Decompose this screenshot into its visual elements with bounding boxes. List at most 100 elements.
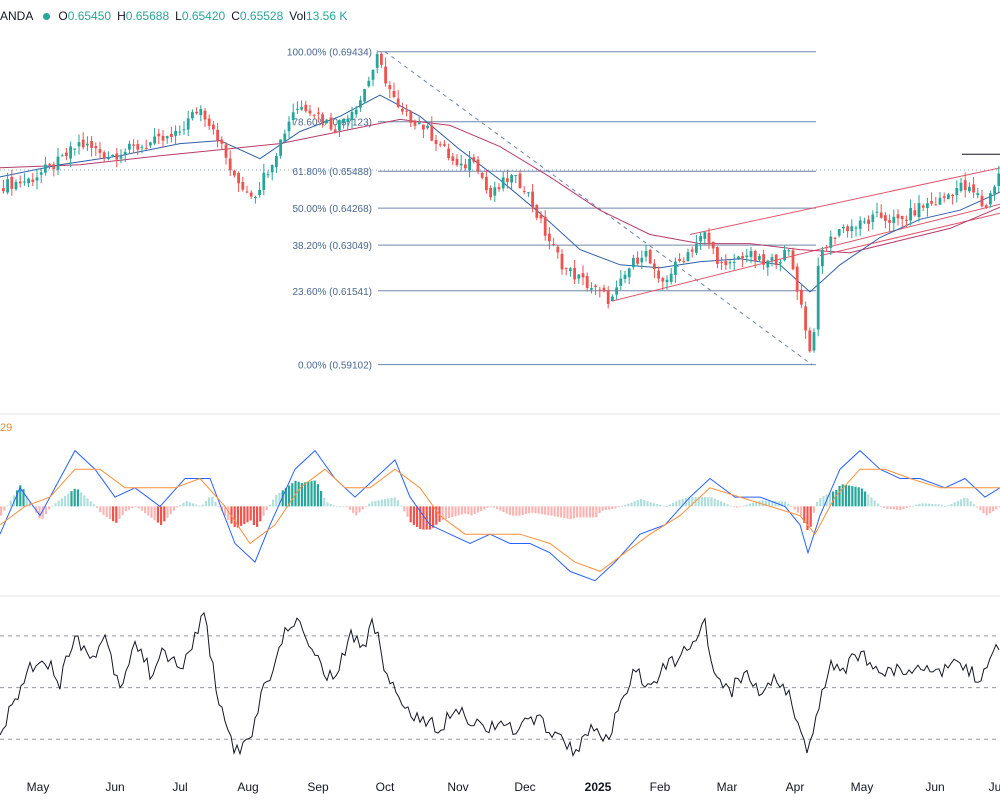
macd-histogram-bar bbox=[928, 503, 931, 507]
candle-body bbox=[2, 188, 5, 192]
candle-body bbox=[296, 108, 299, 110]
candle-body bbox=[854, 227, 858, 229]
candle-body bbox=[392, 90, 396, 98]
macd-histogram-bar bbox=[979, 506, 982, 511]
candle-body bbox=[94, 146, 98, 149]
candle-body bbox=[493, 187, 497, 196]
moving-average-fast bbox=[0, 94, 1000, 293]
x-axis-tick-label: 2025 bbox=[585, 780, 612, 794]
candle-body bbox=[724, 260, 728, 266]
macd-histogram-bar bbox=[467, 506, 470, 515]
macd-histogram-bar bbox=[390, 497, 393, 507]
candle-body bbox=[968, 186, 971, 192]
macd-histogram-bar bbox=[214, 501, 217, 507]
ohlc-value: 0.65450 bbox=[67, 9, 112, 23]
candle-body bbox=[287, 121, 291, 132]
macd-histogram-bar bbox=[726, 504, 729, 507]
macd-histogram-bar bbox=[819, 498, 822, 507]
macd-histogram-bar bbox=[873, 500, 876, 507]
macd-histogram-bar bbox=[732, 506, 735, 508]
macd-histogram-bar bbox=[169, 506, 172, 515]
candle-body bbox=[48, 163, 51, 165]
x-axis-tick-label: Sep bbox=[307, 780, 329, 794]
macd-histogram-bar bbox=[678, 499, 681, 507]
candle-body bbox=[69, 146, 72, 159]
macd-histogram-bar bbox=[339, 506, 342, 508]
candle-body bbox=[707, 232, 711, 243]
macd-histogram-bar bbox=[604, 506, 607, 511]
ohlc-value: 0.65420 bbox=[181, 9, 226, 23]
candle-body bbox=[140, 146, 144, 148]
candle-body bbox=[300, 107, 303, 110]
candle-body bbox=[619, 278, 623, 286]
macd-histogram-bar bbox=[76, 489, 79, 507]
macd-histogram-bar bbox=[377, 500, 380, 507]
candle-body bbox=[644, 250, 648, 257]
x-axis-tick-label: Jul bbox=[172, 780, 187, 794]
macd-histogram-bar bbox=[848, 485, 851, 507]
macd-histogram-bar bbox=[240, 506, 243, 526]
macd-histogram-bar bbox=[448, 506, 451, 519]
candle-body bbox=[602, 287, 606, 292]
macd-histogram-bar bbox=[617, 506, 620, 508]
macd-histogram-bar bbox=[57, 500, 60, 507]
macd-histogram-bar bbox=[739, 506, 742, 508]
macd-histogram-bar bbox=[387, 498, 390, 507]
ohlc-value: 0.65688 bbox=[125, 9, 170, 23]
candles bbox=[2, 50, 1000, 353]
candle-body bbox=[426, 125, 429, 129]
macd-histogram-bar bbox=[454, 506, 457, 517]
macd-histogram-bar bbox=[124, 506, 127, 512]
candle-body bbox=[674, 261, 677, 275]
macd-histogram-bar bbox=[374, 500, 377, 507]
macd-histogram-bar bbox=[860, 488, 863, 507]
candle-body bbox=[228, 158, 232, 171]
candle-body bbox=[699, 235, 702, 242]
candle-body bbox=[627, 268, 631, 278]
macd-histogram-bar bbox=[713, 498, 716, 507]
macd-histogram-bar bbox=[44, 506, 47, 515]
macd-histogram-bar bbox=[134, 506, 137, 508]
candle-body bbox=[938, 197, 942, 205]
macd-histogram-bar bbox=[556, 506, 559, 517]
macd-histogram-bar bbox=[992, 506, 995, 512]
macd-histogram-bar bbox=[489, 506, 492, 508]
candle-body bbox=[476, 159, 480, 172]
candle-body bbox=[308, 110, 312, 114]
macd-histogram-bar bbox=[89, 501, 92, 507]
macd-histogram-bar bbox=[931, 503, 934, 507]
candle-body bbox=[39, 172, 43, 175]
macd-histogram-bar bbox=[470, 506, 473, 516]
macd-histogram-bar bbox=[963, 497, 966, 507]
candle-body bbox=[825, 247, 828, 249]
macd-histogram-bar bbox=[329, 503, 332, 507]
macd-histogram-bar bbox=[307, 481, 310, 507]
macd-histogram-bar bbox=[217, 506, 220, 508]
macd-histogram-bar bbox=[460, 506, 463, 515]
macd-histogram-bar bbox=[112, 506, 115, 522]
macd-signal-line bbox=[0, 468, 1000, 572]
macd-histogram-bar bbox=[60, 498, 63, 507]
macd-histogram-bar bbox=[166, 506, 169, 518]
candle-body bbox=[472, 157, 476, 162]
candle-body bbox=[350, 111, 354, 121]
x-axis-tick-label: Aug bbox=[237, 780, 258, 794]
candle-body bbox=[695, 243, 698, 253]
macd-histogram-bar bbox=[790, 506, 793, 508]
candle-body bbox=[317, 112, 320, 114]
x-axis-tick-label: Dec bbox=[514, 780, 535, 794]
candle-body bbox=[10, 176, 14, 189]
macd-histogram-bar bbox=[937, 504, 940, 507]
candle-body bbox=[661, 278, 665, 282]
macd-histogram-bar bbox=[982, 506, 985, 514]
macd-histogram-bar bbox=[310, 481, 313, 507]
macd-histogram-bar bbox=[633, 501, 636, 507]
ohlc-item: O0.65450 bbox=[58, 9, 111, 23]
macd-histogram-bar bbox=[867, 494, 870, 507]
macd-histogram-bar bbox=[608, 506, 611, 510]
macd-histogram-bar bbox=[371, 501, 374, 507]
macd-histogram-bar bbox=[627, 503, 630, 507]
fib-diagonal-line bbox=[384, 51, 813, 366]
macd-histogram-bar bbox=[0, 506, 3, 516]
